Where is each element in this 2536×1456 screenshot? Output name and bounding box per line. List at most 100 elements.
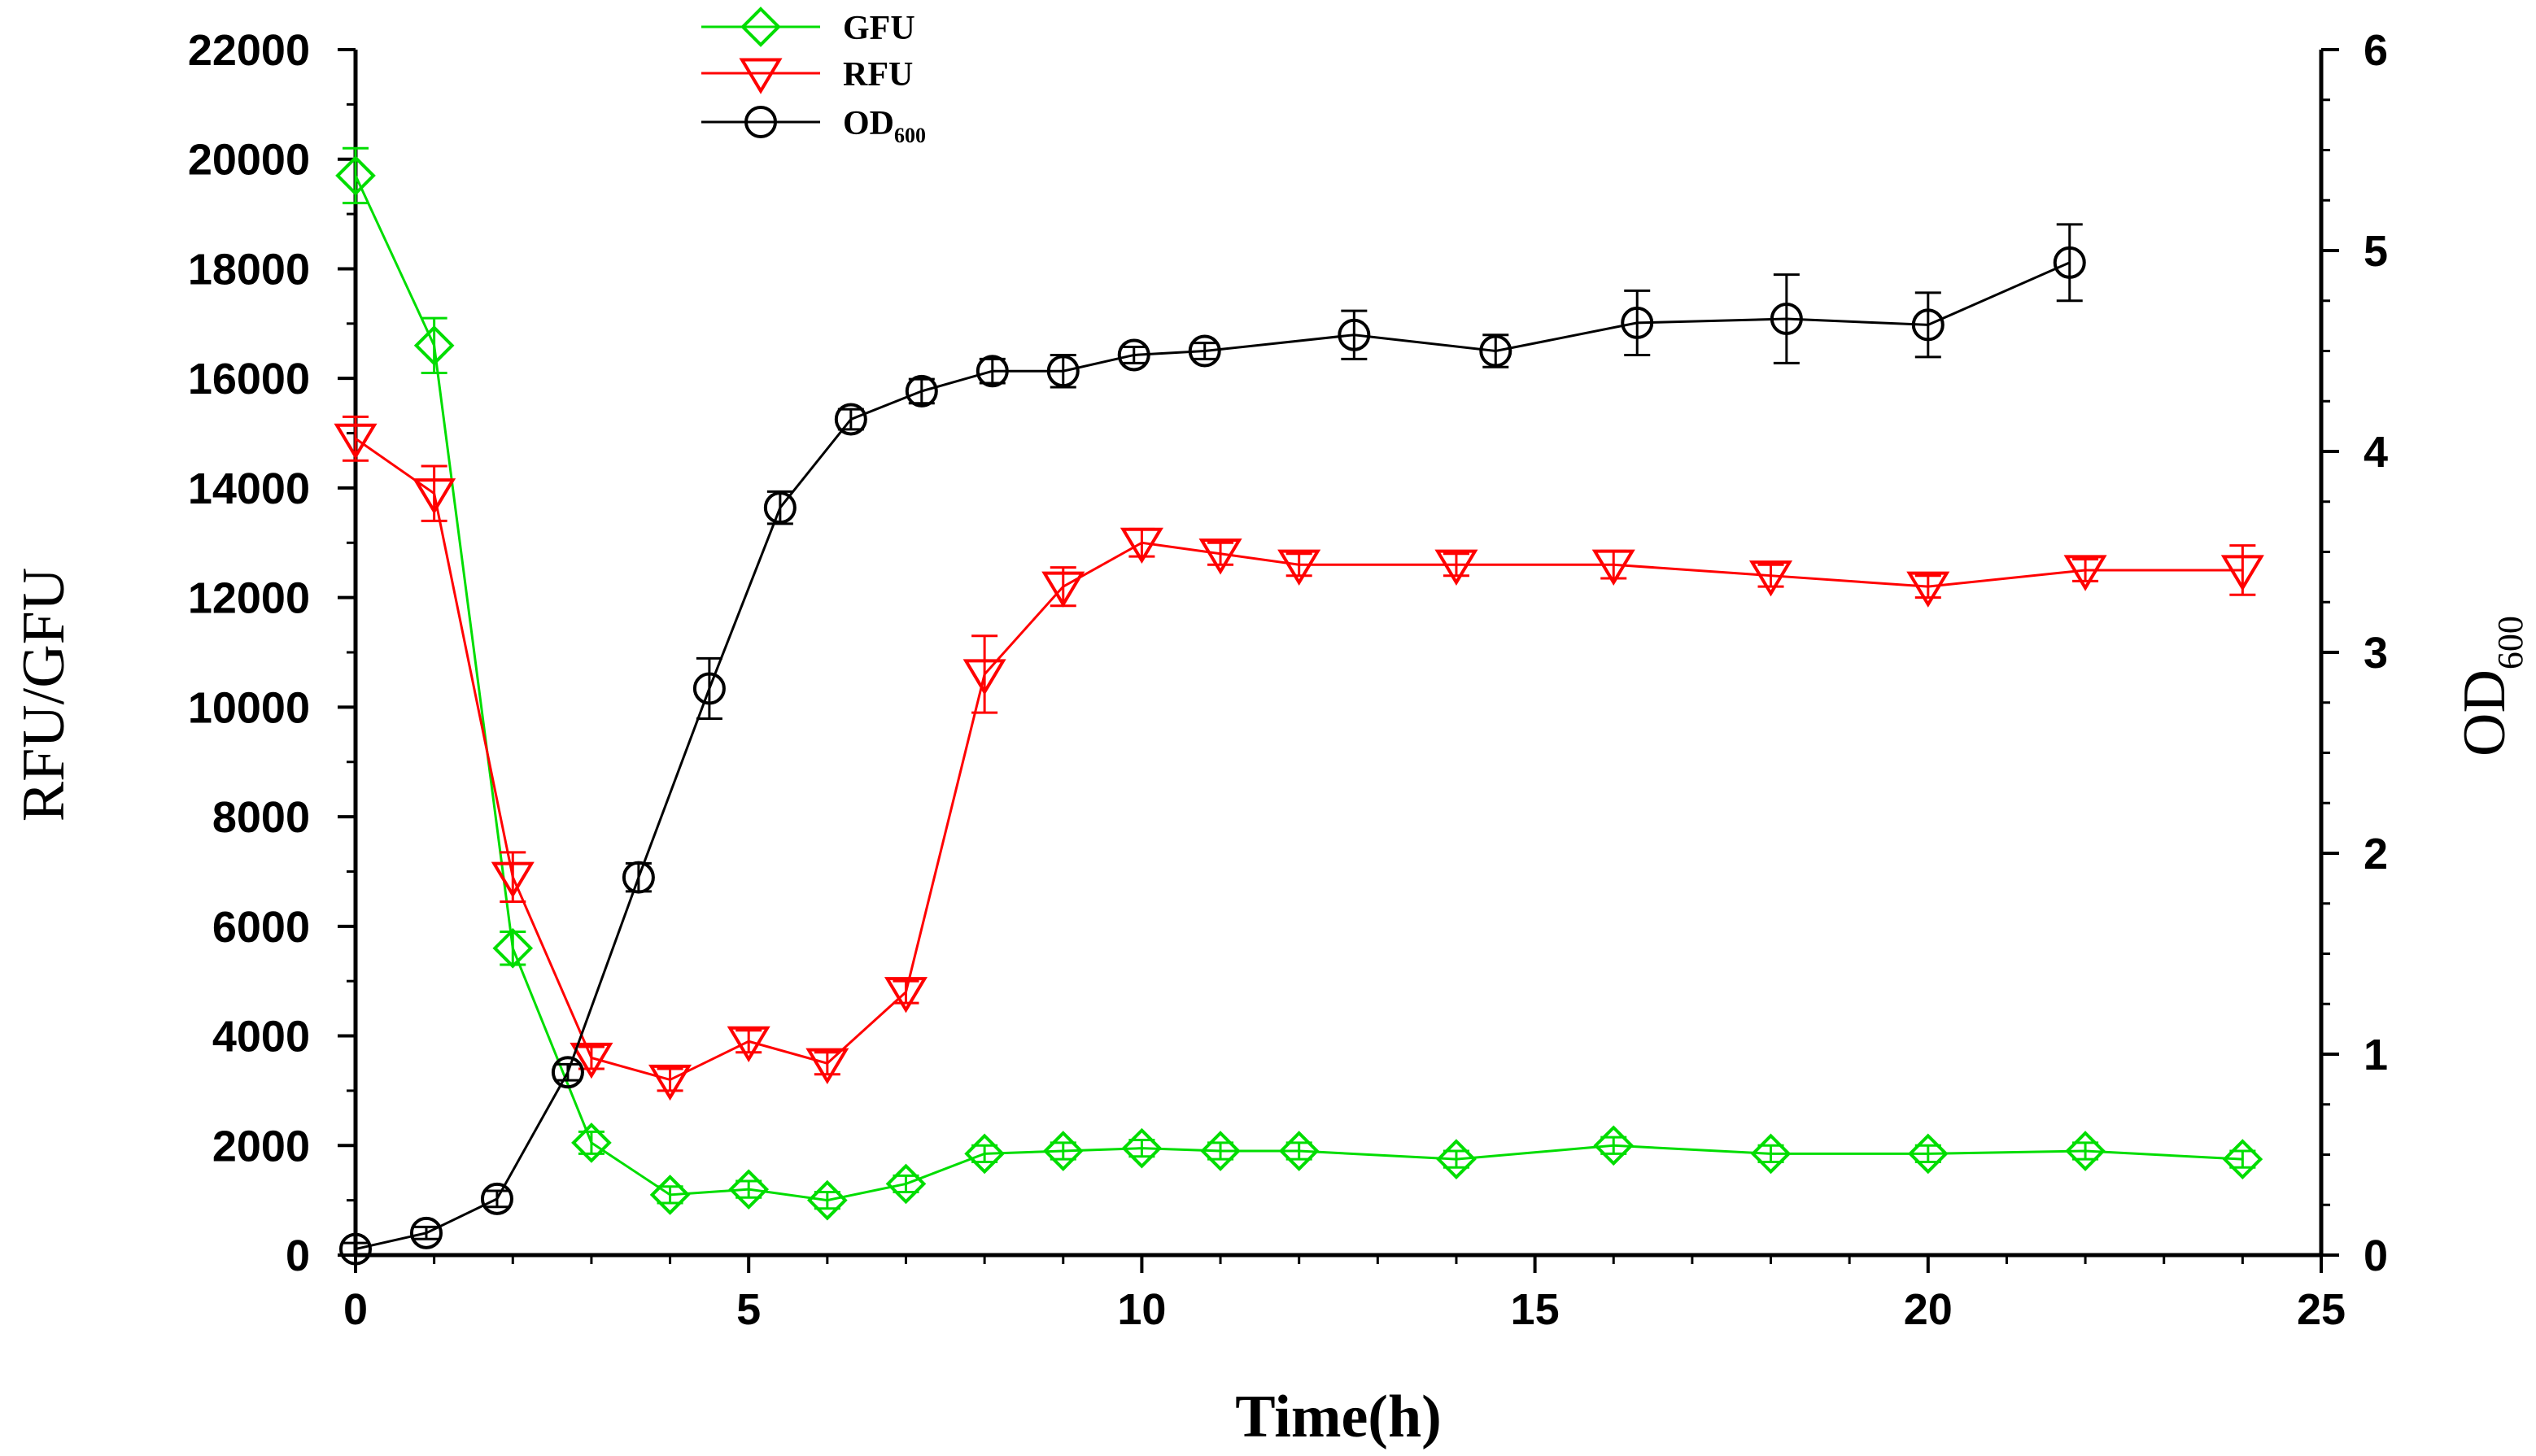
rfu-point — [1198, 538, 1242, 575]
od-line — [355, 261, 2071, 1251]
y-right-tick-label: 4 — [2364, 428, 2388, 477]
y-left-tick-label: 0 — [286, 1231, 310, 1280]
x-tick-label: 10 — [1117, 1285, 1166, 1334]
gfu-point — [335, 155, 376, 196]
y-left-tick-label: 4000 — [212, 1013, 310, 1061]
y-left-tick-label: 8000 — [212, 793, 310, 842]
y-right-tick-label: 0 — [2364, 1231, 2388, 1280]
od-point — [480, 1182, 513, 1215]
od-point — [1046, 355, 1080, 388]
y-left-tick-label: 10000 — [188, 683, 310, 732]
y-left-tick-label: 20000 — [188, 136, 310, 185]
legend-label-text-rfu: RFU — [843, 56, 913, 94]
x-tick-label: 0 — [343, 1285, 368, 1334]
rfu-point — [1434, 549, 1478, 586]
legend-item-gfu: GFU — [701, 7, 915, 47]
gfu-point — [807, 1179, 848, 1221]
rfu-point — [727, 1026, 770, 1063]
gfu-point — [492, 927, 534, 969]
series-rfu — [334, 415, 2264, 1101]
gfu-point — [2065, 1131, 2106, 1171]
gfu-point — [1436, 1139, 1477, 1179]
od-point — [692, 672, 726, 705]
legend-label-gfu: GFU — [843, 10, 915, 47]
od-point — [409, 1216, 443, 1249]
od-point — [976, 355, 1009, 388]
y-left-tick-label: 6000 — [212, 903, 310, 952]
legend-label-text-gfu: GFU — [843, 10, 915, 47]
od-point — [622, 861, 655, 894]
y-left-tick-label: 2000 — [212, 1122, 310, 1170]
legend-marker-od — [744, 106, 777, 138]
gfu-point — [413, 325, 455, 366]
od-point — [339, 1232, 372, 1266]
rfu-point — [805, 1048, 849, 1084]
gfu-point — [728, 1169, 770, 1210]
od-point — [551, 1056, 584, 1089]
x-tick-label: 20 — [1904, 1285, 1953, 1334]
gfu-point — [571, 1123, 612, 1163]
rfu-point — [1120, 527, 1163, 565]
legend-marker-gfu — [740, 7, 781, 47]
rfu-point — [2063, 555, 2107, 591]
od-point — [1770, 302, 1803, 335]
legend-label-subscript-od: 600 — [894, 124, 926, 147]
gfu-point — [1907, 1133, 1949, 1175]
legend-label-text-od: OD — [843, 105, 894, 142]
rfu-point — [570, 1042, 613, 1079]
y-right-tick-label: 6 — [2364, 26, 2388, 75]
od-point — [1188, 334, 1221, 368]
series-od — [339, 223, 2086, 1266]
gfu-point — [1278, 1131, 1320, 1171]
gfu-point — [1200, 1131, 1241, 1171]
y-left-tick-label: 18000 — [188, 245, 310, 294]
rfu-point — [1906, 571, 1950, 608]
gfu-point — [649, 1175, 691, 1215]
legend-label-od: OD600 — [843, 105, 926, 147]
rfu-line — [355, 438, 2243, 1082]
gfu-point — [1593, 1125, 1635, 1166]
od-point — [834, 403, 867, 436]
y-right-tick-label: 5 — [2364, 227, 2388, 276]
od-point — [1911, 308, 1945, 342]
gfu-point — [885, 1163, 927, 1205]
rfu-point — [491, 861, 535, 898]
gfu-point — [1750, 1133, 1792, 1175]
legend: GFU RFU OD600 — [701, 7, 926, 147]
rfu-point — [962, 659, 1006, 695]
rfu-point — [884, 977, 928, 1014]
od-point — [1117, 338, 1150, 372]
gfu-point — [2222, 1139, 2263, 1179]
y-right-tick-label: 3 — [2364, 629, 2388, 678]
x-tick-label: 5 — [736, 1285, 761, 1334]
y-right-axis-title-main: OD — [2451, 669, 2518, 756]
od-point — [763, 491, 797, 525]
x-tick-label: 25 — [2297, 1285, 2346, 1334]
rfu-point — [1277, 549, 1321, 586]
rfu-point — [1748, 560, 1793, 597]
gfu-point — [1042, 1131, 1084, 1171]
rfu-point — [412, 478, 456, 515]
y-left-axis-title: RFU/GFU — [11, 568, 77, 822]
axis-ticks: 0 5 10 15 20 25020004000600080001000012000140… — [188, 26, 2388, 1334]
rfu-point — [1591, 549, 1635, 586]
y-right-tick-label: 1 — [2364, 1031, 2388, 1079]
od-point — [1338, 318, 1371, 351]
data-series — [334, 146, 2264, 1266]
x-axis-title: Time(h) — [1235, 1384, 1442, 1450]
y-left-tick-label: 14000 — [188, 464, 310, 513]
gfu-point — [1121, 1127, 1163, 1169]
od-point — [1479, 334, 1512, 368]
y-left-tick-label: 16000 — [188, 355, 310, 403]
legend-label-rfu: RFU — [843, 56, 913, 94]
y-right-axis-title: OD600 — [2451, 616, 2530, 756]
od-point — [1621, 306, 1654, 339]
legend-item-rfu: RFU — [701, 56, 913, 94]
y-left-tick-label: 12000 — [188, 574, 310, 623]
od-point — [2053, 246, 2086, 279]
rfu-point — [2220, 555, 2264, 591]
y-right-axis-title-subscript: 600 — [2490, 616, 2530, 669]
legend-item-od: OD600 — [701, 105, 926, 147]
rfu-point — [334, 423, 378, 460]
